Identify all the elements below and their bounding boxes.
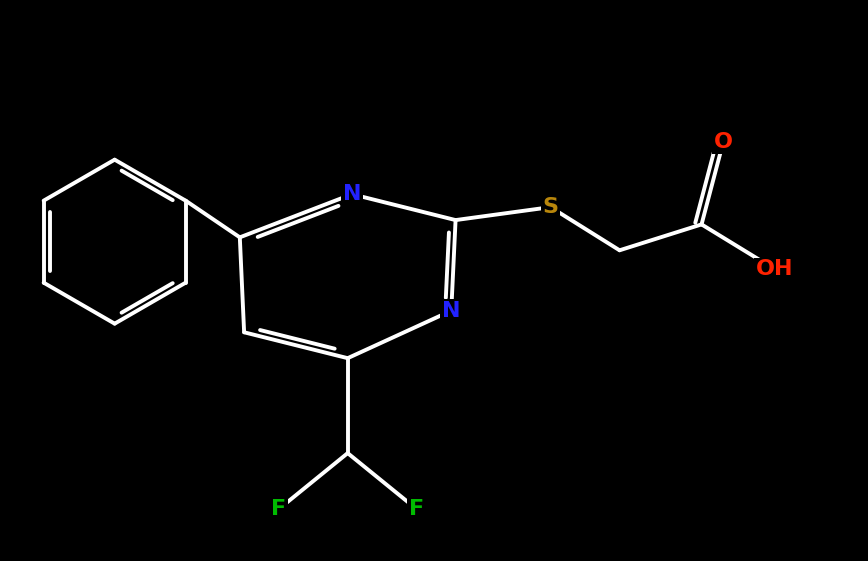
Text: F: F bbox=[271, 499, 286, 519]
Text: F: F bbox=[409, 499, 424, 519]
Text: S: S bbox=[542, 197, 558, 217]
Text: O: O bbox=[713, 132, 733, 153]
Text: N: N bbox=[343, 184, 361, 204]
Text: OH: OH bbox=[756, 259, 793, 279]
Text: N: N bbox=[442, 301, 461, 321]
